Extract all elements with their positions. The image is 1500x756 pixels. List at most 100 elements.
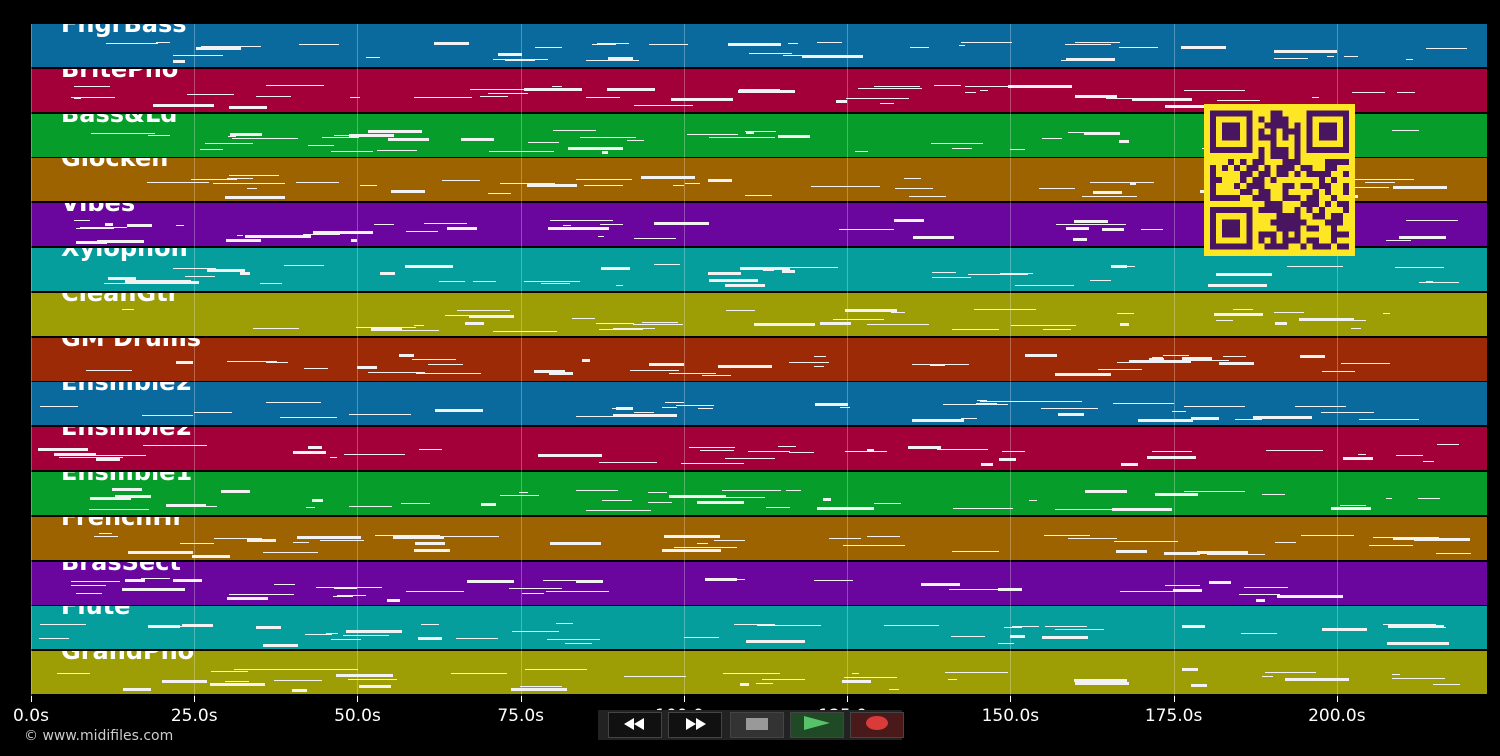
midi-note [1010,324,1076,326]
midi-note [1322,628,1367,632]
midi-note [550,542,602,546]
axis-tick-label: 25.0s [170,706,218,726]
midi-note [40,623,86,625]
midi-note [961,417,977,419]
midi-note [1422,461,1435,463]
midi-note [1128,360,1192,364]
midi-note [748,52,793,54]
midi-note [524,669,587,671]
midi-note [1215,272,1272,276]
play-button[interactable] [790,712,844,738]
midi-note [296,181,340,183]
midi-note [1118,140,1130,144]
midi-note [549,219,614,221]
midi-note [1137,419,1194,423]
track-row[interactable]: GrandPno [31,651,1487,696]
track-row[interactable]: Flute [31,606,1487,651]
midi-note [464,321,484,325]
midi-note [1129,182,1136,186]
midi-note [1009,149,1026,151]
rewind-button[interactable] [608,712,662,738]
midi-note [237,234,244,236]
midi-note [1191,684,1207,688]
midi-note [1151,356,1163,358]
midi-note [297,535,361,539]
midi-note [255,96,291,98]
fast-forward-button[interactable] [668,712,722,738]
midi-note [953,507,1013,509]
midi-note [142,415,194,417]
midi-note [598,236,605,238]
midi-note [948,588,1010,590]
midi-note [962,448,989,450]
midi-note [190,179,238,181]
track-row[interactable]: CleanGtr [31,292,1487,337]
midi-note [1330,506,1372,510]
midi-note [1300,535,1354,537]
midi-note [359,685,392,689]
midi-note [1241,633,1277,635]
midi-note [576,179,633,181]
midi-note [253,328,299,330]
track-row[interactable]: FrenchHr [31,516,1487,561]
midi-note [524,281,580,283]
track-row[interactable]: Ensmble1 [31,472,1487,516]
midi-note [832,318,884,320]
midi-note [641,322,679,324]
midi-note [334,588,358,590]
midi-note [684,182,700,184]
midi-note [1425,280,1434,282]
midi-note [1216,319,1234,321]
midi-note [1073,237,1087,241]
midi-note [58,456,124,458]
midi-note [96,239,144,243]
stop-button[interactable] [730,712,784,738]
midi-note [196,46,241,50]
track-row[interactable]: Ensmble2 [31,382,1487,427]
midi-note [283,264,324,266]
midi-note [708,271,742,275]
midi-note [613,327,656,329]
midi-note [204,142,253,144]
midi-note [311,499,324,503]
midi-note [1092,190,1122,194]
track-row[interactable]: BrasSect [31,561,1487,606]
midi-note [266,402,322,404]
midi-note [451,673,507,675]
midi-note [552,130,596,132]
midi-note [1284,678,1349,682]
rewind-icon [620,716,650,735]
midi-note [1234,418,1262,420]
midi-note [172,579,202,583]
track-label: Flute [61,606,131,621]
track-row[interactable]: FngrBass [31,24,1487,68]
midi-note [193,411,232,413]
midi-note [308,446,322,450]
midi-note [1406,59,1413,61]
midi-note [211,670,249,672]
midi-note [596,43,629,45]
midi-note [226,238,261,242]
track-row[interactable]: Ensmble2 [31,427,1487,472]
midi-note [782,55,812,57]
midi-note [1341,362,1391,364]
midi-note [673,184,684,186]
midi-note [299,43,339,45]
midi-note [1073,678,1128,682]
midi-note [228,106,268,109]
midi-note [115,495,151,499]
midi-note [1119,323,1129,327]
midi-note [406,591,465,593]
midi-note [1418,497,1441,499]
axis-tick-label: 175.0s [1144,706,1203,726]
midi-note [640,176,696,180]
midi-note [400,502,430,504]
track-row[interactable]: GM Drums [31,337,1487,382]
midi-note [913,235,955,239]
record-button[interactable] [850,712,904,738]
midi-note [1164,105,1213,109]
midi-note [823,498,832,502]
midi-note [974,309,1036,311]
midi-note [669,495,726,499]
midi-note [1082,196,1137,198]
